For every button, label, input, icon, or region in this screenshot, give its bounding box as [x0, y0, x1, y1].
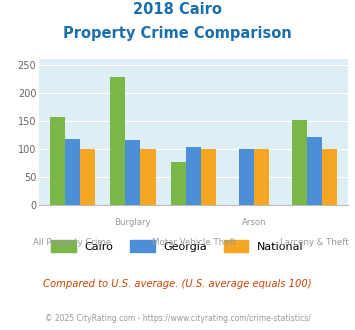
Bar [239, 149, 254, 205]
Bar [322, 149, 337, 205]
Bar [65, 139, 80, 205]
Text: All Property Crime: All Property Crime [33, 238, 111, 247]
Bar [292, 120, 307, 205]
Text: 2018 Cairo: 2018 Cairo [133, 2, 222, 16]
Bar [141, 149, 155, 205]
Text: Property Crime Comparison: Property Crime Comparison [63, 26, 292, 41]
Text: Burglary: Burglary [115, 218, 151, 227]
Text: Motor Vehicle Theft: Motor Vehicle Theft [152, 238, 235, 247]
Bar [201, 149, 216, 205]
Legend: Cairo, Georgia, National: Cairo, Georgia, National [47, 235, 308, 256]
Bar [254, 149, 269, 205]
Bar [186, 147, 201, 205]
Text: © 2025 CityRating.com - https://www.cityrating.com/crime-statistics/: © 2025 CityRating.com - https://www.city… [45, 314, 310, 323]
Bar [50, 117, 65, 205]
Bar [307, 137, 322, 205]
Text: Arson: Arson [242, 218, 266, 227]
Bar [125, 140, 141, 205]
Bar [171, 162, 186, 205]
Bar [80, 149, 95, 205]
Text: Compared to U.S. average. (U.S. average equals 100): Compared to U.S. average. (U.S. average … [43, 279, 312, 289]
Bar [110, 77, 125, 205]
Text: Larceny & Theft: Larceny & Theft [280, 238, 349, 247]
